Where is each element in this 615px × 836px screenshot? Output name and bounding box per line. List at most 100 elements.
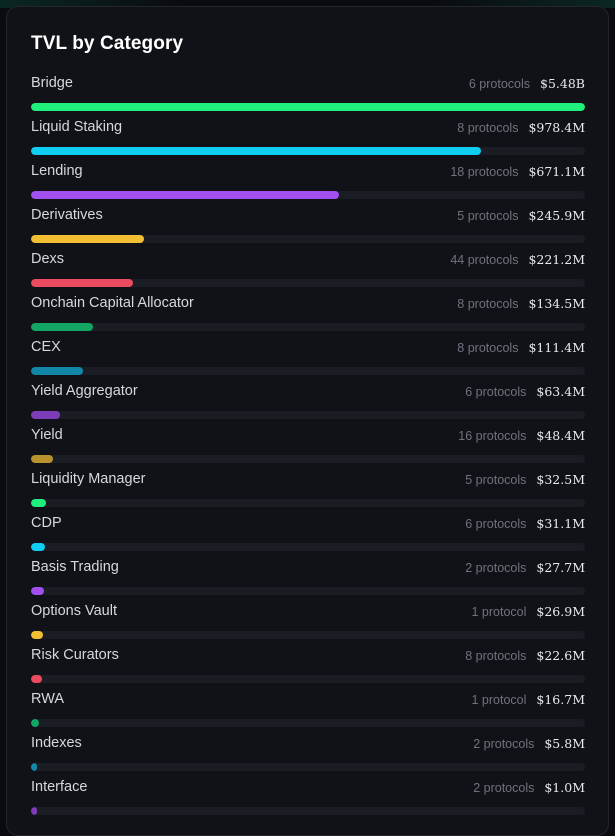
category-row[interactable]: Interface 2 protocols $1.0M — [31, 777, 585, 821]
category-stats: 6 protocols $63.4M — [465, 383, 585, 401]
tvl-bar-track — [31, 367, 585, 375]
category-row[interactable]: Yield Aggregator 6 protocols $63.4M — [31, 381, 585, 425]
protocol-count: 8 protocols — [465, 649, 527, 663]
tvl-bar-track — [31, 807, 585, 815]
tvl-bar-track — [31, 763, 585, 771]
tvl-value: $5.48B — [540, 76, 585, 91]
category-row[interactable]: Derivatives 5 protocols $245.9M — [31, 205, 585, 249]
category-row-header: CDP 6 protocols $31.1M — [31, 515, 585, 535]
tvl-bar-fill — [31, 763, 37, 771]
category-row[interactable]: Basis Trading 2 protocols $27.7M — [31, 557, 585, 601]
category-row[interactable]: Risk Curators 8 protocols $22.6M — [31, 645, 585, 689]
category-name: Onchain Capital Allocator — [31, 295, 194, 311]
tvl-value: $48.4M — [536, 428, 585, 443]
tvl-bar-fill — [31, 411, 60, 419]
category-name: Indexes — [31, 735, 82, 751]
category-row-header: RWA 1 protocol $16.7M — [31, 691, 585, 711]
category-row[interactable]: Indexes 2 protocols $5.8M — [31, 733, 585, 777]
category-name: Lending — [31, 163, 83, 179]
panel-title: TVL by Category — [31, 33, 184, 54]
category-row[interactable]: Onchain Capital Allocator 8 protocols $134… — [31, 293, 585, 337]
category-row-header: Liquidity Manager 5 protocols $32.5M — [31, 471, 585, 491]
category-row[interactable]: Options Vault 1 protocol $26.9M — [31, 601, 585, 645]
category-row-header: Basis Trading 2 protocols $27.7M — [31, 559, 585, 579]
protocol-count: 2 protocols — [473, 781, 535, 795]
category-name: Dexs — [31, 251, 65, 267]
tvl-bar-track — [31, 103, 585, 111]
category-stats: 5 protocols $32.5M — [465, 471, 585, 489]
category-name: Interface — [31, 779, 88, 795]
tvl-bar-track — [31, 411, 585, 419]
category-stats: 6 protocols $5.48B — [469, 75, 585, 93]
category-row[interactable]: RWA 1 protocol $16.7M — [31, 689, 585, 733]
category-stats: 8 protocols $134.5M — [457, 295, 585, 313]
protocol-count: 2 protocols — [465, 561, 527, 575]
category-name: Options Vault — [31, 603, 117, 619]
tvl-bar-track — [31, 147, 585, 155]
category-stats: 16 protocols $48.4M — [458, 427, 585, 445]
category-name: RWA — [31, 691, 65, 707]
tvl-bar-fill — [31, 455, 53, 463]
tvl-value: $134.5M — [528, 296, 585, 311]
category-row[interactable]: Yield 16 protocols $48.4M — [31, 425, 585, 469]
category-stats: 1 protocol $16.7M — [472, 691, 586, 709]
tvl-value: $16.7M — [536, 692, 585, 707]
tvl-value: $22.6M — [536, 648, 585, 663]
category-row[interactable]: CEX 8 protocols $111.4M — [31, 337, 585, 381]
tvl-value: $1.0M — [544, 780, 585, 795]
tvl-value: $32.5M — [536, 472, 585, 487]
tvl-bar-fill — [31, 719, 39, 727]
tvl-value: $111.4M — [528, 340, 585, 355]
tvl-bar-track — [31, 719, 585, 727]
tvl-bar-track — [31, 279, 585, 287]
category-row[interactable]: Liquidity Manager 5 protocols $32.5M — [31, 469, 585, 513]
protocol-count: 1 protocol — [471, 605, 527, 619]
category-row-header: Dexs 44 protocols $221.2M — [31, 251, 585, 271]
protocol-count: 6 protocols — [465, 517, 527, 531]
tvl-bar-fill — [31, 543, 45, 551]
category-stats: 6 protocols $31.1M — [465, 515, 585, 533]
tvl-bar-track — [31, 235, 585, 243]
category-name: Yield Aggregator — [31, 383, 138, 399]
tvl-value: $221.2M — [528, 252, 585, 267]
category-row[interactable]: Liquid Staking 8 protocols $978.4M — [31, 117, 585, 161]
protocol-count: 8 protocols — [457, 297, 519, 311]
category-row-header: Interface 2 protocols $1.0M — [31, 779, 585, 799]
category-name: Liquidity Manager — [31, 471, 146, 487]
category-stats: 44 protocols $221.2M — [450, 251, 585, 269]
category-stats: 2 protocols $5.8M — [473, 735, 585, 753]
category-row[interactable]: Bridge 6 protocols $5.48B — [31, 73, 585, 117]
protocol-count: 6 protocols — [468, 77, 531, 91]
tvl-value: $63.4M — [536, 384, 585, 399]
tvl-value: $978.4M — [528, 120, 585, 135]
category-row-header: Yield Aggregator 6 protocols $63.4M — [31, 383, 585, 403]
category-row[interactable]: Dexs 44 protocols $221.2M — [31, 249, 585, 293]
tvl-bar-fill — [31, 807, 37, 815]
category-row[interactable]: Lending 18 protocols $671.1M — [31, 161, 585, 205]
tvl-bar-track — [31, 675, 585, 683]
category-name: Yield — [31, 427, 63, 443]
protocol-count: 16 protocols — [458, 429, 527, 443]
category-stats: 8 protocols $111.4M — [457, 339, 585, 357]
category-row[interactable]: CDP 6 protocols $31.1M — [31, 513, 585, 557]
tvl-bar-track — [31, 587, 585, 595]
category-stats: 2 protocols $1.0M — [473, 779, 585, 797]
category-name: Bridge — [31, 75, 73, 91]
tvl-value: $5.8M — [544, 736, 585, 751]
tvl-bar-fill — [31, 675, 42, 683]
tvl-bar-fill — [31, 279, 133, 287]
protocol-count: 6 protocols — [465, 385, 527, 399]
category-name: Derivatives — [31, 207, 103, 223]
tvl-value: $27.7M — [536, 560, 585, 575]
tvl-bar-fill — [31, 235, 144, 243]
category-row-header: Yield 16 protocols $48.4M — [31, 427, 585, 447]
tvl-bar-fill — [31, 191, 339, 199]
category-list: Bridge 6 protocols $5.48B Liquid Staking 8 p… — [31, 73, 585, 821]
category-row-header: Onchain Capital Allocator 8 protocols $134… — [31, 295, 585, 315]
category-name: Basis Trading — [31, 559, 119, 575]
category-row-header: CEX 8 protocols $111.4M — [31, 339, 585, 359]
tvl-bar-fill — [31, 631, 43, 639]
tvl-bar-track — [31, 455, 585, 463]
tvl-bar-track — [31, 323, 585, 331]
category-name: CDP — [31, 515, 62, 531]
